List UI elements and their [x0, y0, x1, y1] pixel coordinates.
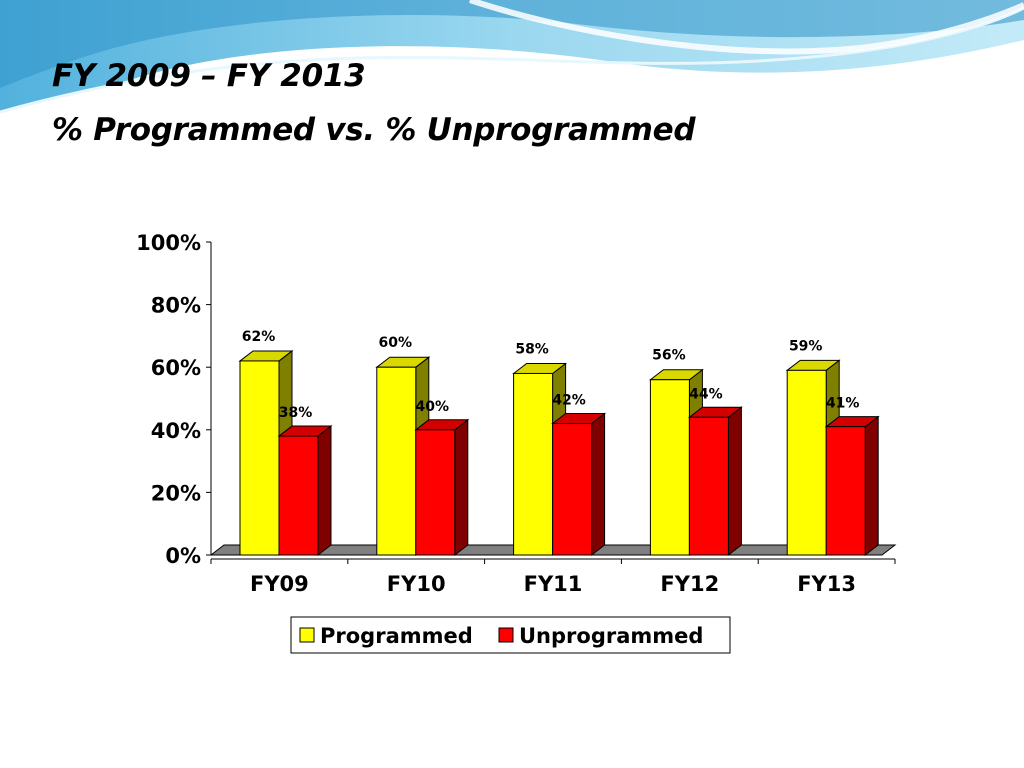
bar-front [649, 379, 690, 556]
bar-data-label: 44% [689, 386, 723, 402]
legend-swatch-unprogrammed [498, 627, 514, 643]
bar-front [688, 416, 729, 556]
bar-unprogrammed-fy10 [414, 418, 470, 557]
bar-side [591, 412, 606, 557]
bar-data-label: 60% [379, 335, 413, 351]
bar-front [415, 429, 456, 556]
bar-data-label: 40% [416, 399, 450, 415]
bar-unprogrammed-fy13 [824, 415, 880, 557]
legend-label-programmed: Programmed [320, 624, 473, 648]
bar-front [376, 366, 417, 556]
bar-data-label: 41% [826, 396, 860, 412]
bar-front [513, 372, 554, 556]
y-axis-tick-label: 20% [151, 481, 201, 505]
slide-title-line-2: % Programmed vs. % Unprogrammed [52, 112, 696, 148]
bar-unprogrammed-fy12 [687, 406, 743, 557]
x-axis-tick-label: FY13 [797, 572, 856, 596]
y-axis-tick-label: 40% [151, 419, 201, 443]
bar-data-label: 38% [279, 405, 313, 421]
legend-swatch-programmed [299, 627, 315, 643]
bar-front [239, 360, 280, 556]
bar-side [727, 406, 742, 557]
bar-front [278, 435, 319, 556]
bar-side [864, 415, 879, 557]
y-axis-tick-label: 80% [151, 294, 201, 318]
x-axis-tick-label: FY12 [660, 572, 719, 596]
y-axis-tick-label: 100% [136, 231, 201, 255]
y-axis-tick-label: 0% [165, 544, 201, 568]
bar-unprogrammed-fy11 [551, 412, 607, 557]
bar-front [786, 369, 827, 556]
bar-data-label: 62% [242, 329, 276, 345]
chart-legend: Programmed Unprogrammed [290, 616, 731, 654]
legend-label-unprogrammed: Unprogrammed [519, 624, 703, 648]
bar-front [552, 423, 593, 556]
bar-side [454, 418, 469, 557]
x-axis-tick-label: FY11 [524, 572, 583, 596]
bar-programmed-fy10 [375, 356, 431, 557]
bar-front [825, 426, 866, 556]
slide-title-line-1: FY 2009 – FY 2013 [52, 58, 366, 94]
x-axis-tick-label: FY09 [250, 572, 309, 596]
bar-data-label: 42% [552, 393, 586, 409]
bar-data-label: 56% [652, 348, 686, 364]
x-axis-tick-label: FY10 [387, 572, 446, 596]
bar-side [317, 425, 332, 557]
bar-unprogrammed-fy09 [277, 425, 333, 557]
bar-data-label: 58% [515, 341, 549, 357]
y-axis-tick-label: 60% [151, 356, 201, 380]
bar-data-label: 59% [789, 338, 823, 354]
